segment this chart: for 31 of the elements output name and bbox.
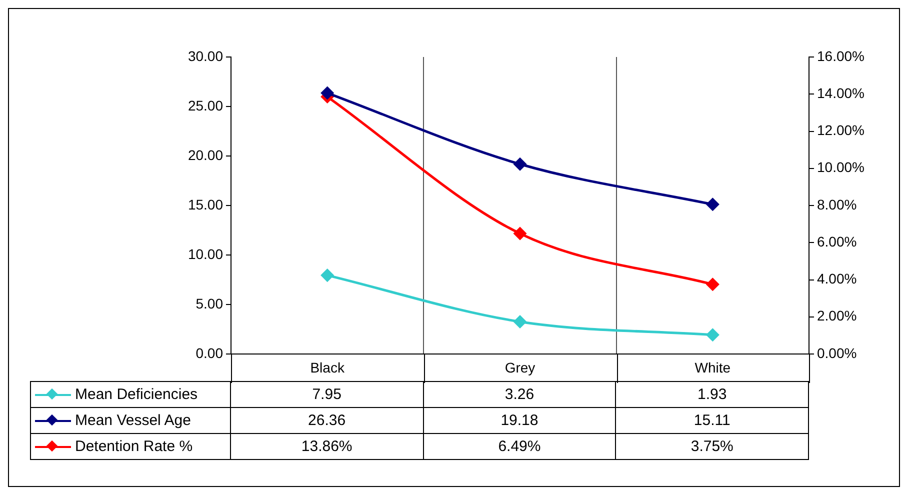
y-tick-label: 0.00 bbox=[196, 344, 224, 361]
y2-tick-label: 4.00% bbox=[817, 270, 857, 287]
data-label: 13.86% bbox=[230, 433, 424, 460]
y2-tick-label: 8.00% bbox=[817, 196, 857, 212]
y2-tick-label: 12.00% bbox=[817, 122, 864, 138]
legend-label: Mean Vessel Age bbox=[75, 412, 191, 429]
x-tick-label: White bbox=[694, 359, 731, 376]
y-tick-label: 5.00 bbox=[196, 295, 224, 312]
data-label: 26.36 bbox=[230, 407, 424, 434]
data-label: 3.75% bbox=[615, 433, 809, 460]
x-tick-label: Grey bbox=[504, 359, 536, 376]
y-tick-label: 30.00 bbox=[188, 48, 224, 64]
y2-tick-label: 2.00% bbox=[817, 308, 857, 324]
y-tick-label: 10.00 bbox=[188, 246, 224, 262]
y2-tick-label: 6.00% bbox=[817, 233, 857, 250]
legend-label: Mean Deficiencies bbox=[75, 386, 198, 403]
data-label: 7.95 bbox=[230, 381, 424, 408]
y-tick-label: 15.00 bbox=[188, 196, 224, 212]
data-label: 19.18 bbox=[422, 407, 616, 434]
y2-tick-label: 0.00% bbox=[817, 344, 857, 361]
data-label: 15.11 bbox=[615, 407, 809, 434]
y2-tick-label: 16.00% bbox=[817, 48, 864, 64]
data-label: 1.93 bbox=[615, 381, 809, 408]
y2-tick-label: 10.00% bbox=[817, 159, 864, 176]
y-tick-label: 20.00 bbox=[188, 146, 224, 163]
data-label: 6.49% bbox=[422, 433, 616, 460]
y2-tick-label: 14.00% bbox=[817, 84, 864, 101]
data-label: 3.26 bbox=[422, 381, 616, 408]
y-tick-label: 25.00 bbox=[188, 97, 224, 114]
legend-label: Detention Rate % bbox=[75, 438, 193, 455]
x-tick-label: Black bbox=[310, 359, 346, 376]
